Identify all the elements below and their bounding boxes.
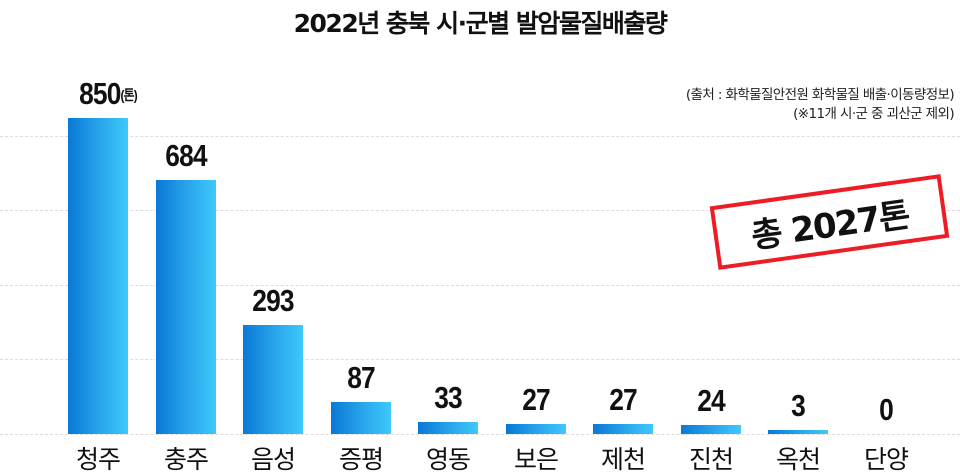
total-stamp: 총 2027톤 — [709, 174, 950, 270]
bar-value-label: 33 — [397, 380, 499, 416]
gridline — [0, 434, 960, 435]
source-line: (출처 : 화학물질안전원 화학물질 배출·이동량정보) — [685, 87, 955, 103]
category-label: 제천 — [600, 445, 646, 474]
category-label: 옥천 — [775, 445, 821, 474]
category-label: 음성 — [250, 445, 296, 474]
category-label: 단양 — [863, 445, 909, 474]
category-label: 보은 — [513, 445, 559, 474]
bar-value: 293 — [252, 283, 294, 319]
gridline — [0, 136, 960, 137]
bar-value: 87 — [347, 359, 375, 395]
bar — [593, 423, 653, 434]
bar — [331, 401, 391, 434]
category-label: 청주 — [75, 445, 121, 474]
bar-value-label: 27 — [485, 382, 587, 418]
gridline — [0, 359, 960, 360]
bar-value-label: 3 — [747, 388, 849, 424]
category-label: 진천 — [688, 445, 734, 474]
category-label: 영동 — [425, 445, 471, 474]
bar — [68, 118, 128, 434]
bar — [506, 423, 566, 434]
source-note: (출처 : 화학물질안전원 화학물질 배출·이동량정보) (※11개 시·군 중… — [685, 86, 955, 124]
bar-value-label: 293 — [222, 283, 324, 319]
bar-value-label: 850(톤) — [57, 76, 159, 112]
bar-value: 0 — [879, 392, 894, 427]
bar-value-label: 0 — [835, 392, 937, 428]
bar-value: 3 — [791, 388, 806, 423]
bar — [418, 421, 478, 434]
gridline — [0, 210, 960, 211]
total-stamp-text: 총 2027톤 — [748, 194, 912, 257]
bar — [243, 325, 303, 434]
bar-value: 684 — [165, 137, 207, 173]
bar-value-label: 27 — [572, 382, 674, 418]
bar-value: 27 — [609, 381, 637, 417]
bar — [156, 179, 216, 434]
bar-value: 24 — [697, 383, 725, 419]
category-label: 증평 — [338, 445, 384, 474]
bar-value: 850 — [79, 76, 121, 111]
bar-value: 27 — [522, 381, 550, 417]
chart-title: 2022년 충북 시·군별 발암물질배출량 — [293, 9, 668, 38]
exclusion-note: (※11개 시·군 중 괴산군 제외) — [793, 106, 954, 122]
bar-value-label: 684 — [135, 138, 237, 174]
bar — [681, 425, 741, 434]
bar-value: 33 — [434, 379, 462, 415]
bar-value-label: 24 — [660, 383, 762, 419]
gridline — [0, 285, 960, 286]
category-label: 충주 — [163, 445, 209, 474]
bar — [768, 430, 828, 434]
unit-label: (톤) — [120, 87, 138, 103]
bar-value-label: 87 — [310, 360, 412, 396]
